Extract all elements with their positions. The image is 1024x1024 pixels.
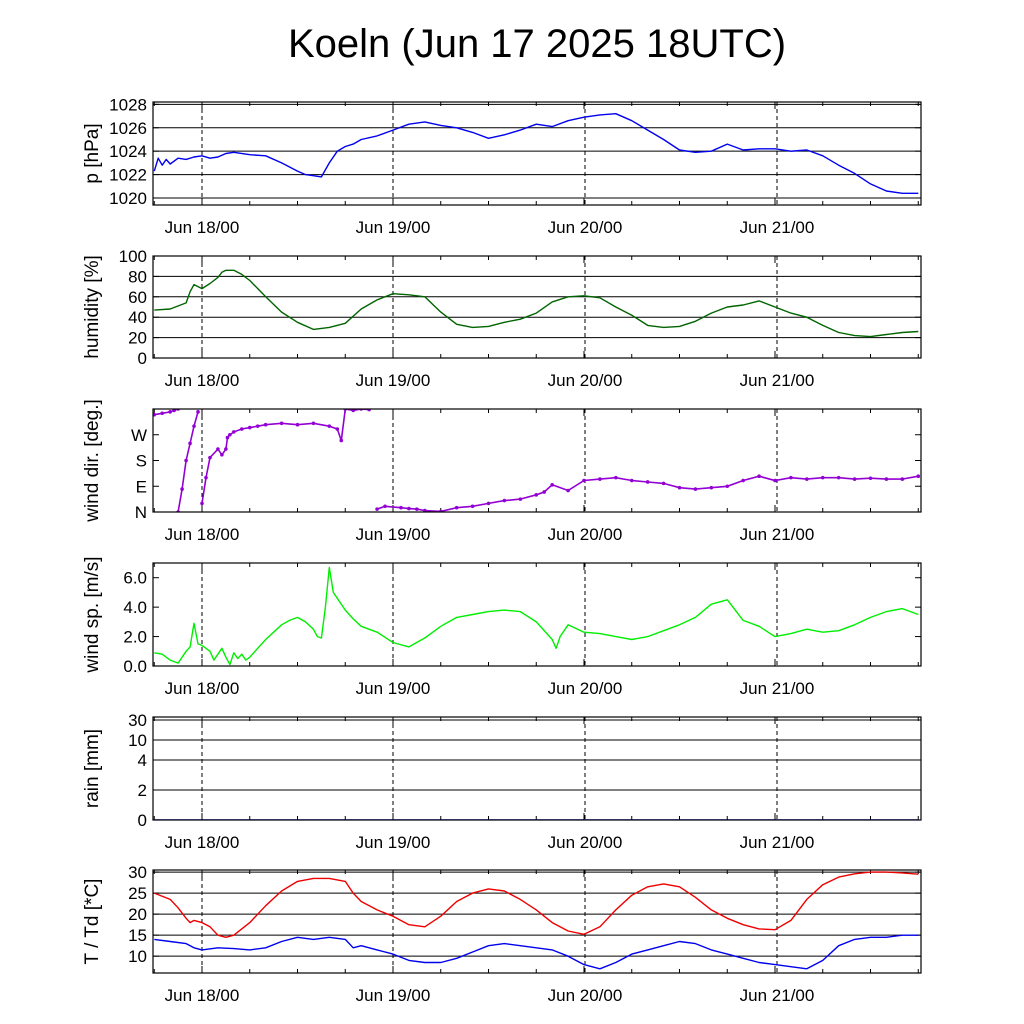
x-tick-label: Jun 20/00 [548,371,623,390]
plot-frame [152,101,922,206]
x-tick-label: Jun 19/00 [356,371,431,390]
x-tick-label: Jun 21/00 [740,218,815,237]
y-tick-label: 40 [128,308,147,327]
y-tick-label: E [136,477,147,496]
x-tick-label: Jun 18/00 [165,833,240,852]
series-line-dewpoint [154,934,919,970]
x-tick-label: Jun 20/00 [548,986,623,1005]
y-tick-label: 0.0 [123,657,147,676]
x-tick-label: Jun 18/00 [165,679,240,698]
plot-frame [152,408,922,513]
y-tick-label: 30 [128,711,147,730]
series-line-temperature [154,871,919,938]
y-tick-label: 4.0 [123,598,147,617]
plot-frame [152,255,922,359]
y-tick-label: 0 [138,349,147,368]
x-tick-label: Jun 19/00 [356,986,431,1005]
x-tick-label: Jun 21/00 [740,679,815,698]
y-tick-label: 20 [128,329,147,348]
plot-frame [152,869,922,974]
y-tick-label: 1020 [109,189,147,208]
x-tick-label: Jun 18/00 [165,218,240,237]
y-tick-label: 20 [128,905,147,924]
plot-frame [152,562,922,667]
x-tick-label: Jun 18/00 [165,371,240,390]
x-tick-label: Jun 21/00 [740,525,815,544]
x-tick-label: Jun 18/00 [165,525,240,544]
x-tick-label: Jun 21/00 [740,371,815,390]
x-tick-label: Jun 21/00 [740,986,815,1005]
y-axis-label: humidity [%] [82,255,103,358]
x-tick-label: Jun 20/00 [548,525,623,544]
y-axis-label: T / Td [*C] [82,879,103,965]
y-tick-label: 15 [128,926,147,945]
y-axis-label: wind sp. [m/s] [82,556,103,673]
x-tick-label: Jun 20/00 [548,218,623,237]
x-tick-label: Jun 19/00 [356,525,431,544]
x-tick-label: Jun 18/00 [165,986,240,1005]
panel-6: 10 15 20 25 30 T / Td [*C] Jun 18/00 Jun 19/00 J… [82,863,922,1005]
y-tick-label: 1022 [109,166,147,185]
x-tick-label: Jun 20/00 [548,833,623,852]
series-line-wind_speed [154,566,919,666]
y-axis-label: rain [mm] [82,729,103,808]
panel-4: 0.0 2.0 4.0 6.0 wind sp. [m/s] Jun 18/00 Jun 1… [82,556,922,698]
y-tick-label: 25 [128,884,147,903]
panel-1: 1020 1022 1024 1026 1028 p [hPa] Jun 18/00 Jun … [82,95,922,237]
series-line-pressure [153,113,919,194]
y-tick-label: 60 [128,288,147,307]
x-tick-label: Jun 21/00 [740,833,815,852]
chart-title: Koeln (Jun 17 2025 18UTC) [287,22,787,66]
x-tick-label: Jun 19/00 [356,679,431,698]
y-tick-label: 1026 [109,119,147,138]
y-tick-label: 2.0 [123,628,147,647]
x-tick-label: Jun 19/00 [356,218,431,237]
y-tick-label: 4 [138,751,147,770]
y-tick-label: 30 [128,863,147,882]
y-axis-label: p [hPa] [82,123,103,183]
y-tick-label: 0 [138,811,147,830]
y-tick-label: N [135,503,147,522]
x-tick-label: Jun 19/00 [356,833,431,852]
y-tick-label: 10 [128,947,147,966]
y-tick-label: 100 [119,247,147,266]
series-line-wind_dir [154,409,919,512]
x-tick-label: Jun 20/00 [548,679,623,698]
y-axis-label: wind dir. [deg.] [82,399,103,523]
y-tick-label: 80 [128,267,147,286]
y-tick-label: 2 [138,781,147,800]
y-tick-label: W [131,426,147,445]
plot-frame [152,716,922,821]
y-tick-label: 1028 [109,95,147,114]
series-line-humidity [154,269,919,338]
y-tick-label: 1024 [109,142,147,161]
y-tick-label: S [136,452,147,471]
y-tick-label: 10 [128,731,147,750]
y-tick-label: 6.0 [123,569,147,588]
